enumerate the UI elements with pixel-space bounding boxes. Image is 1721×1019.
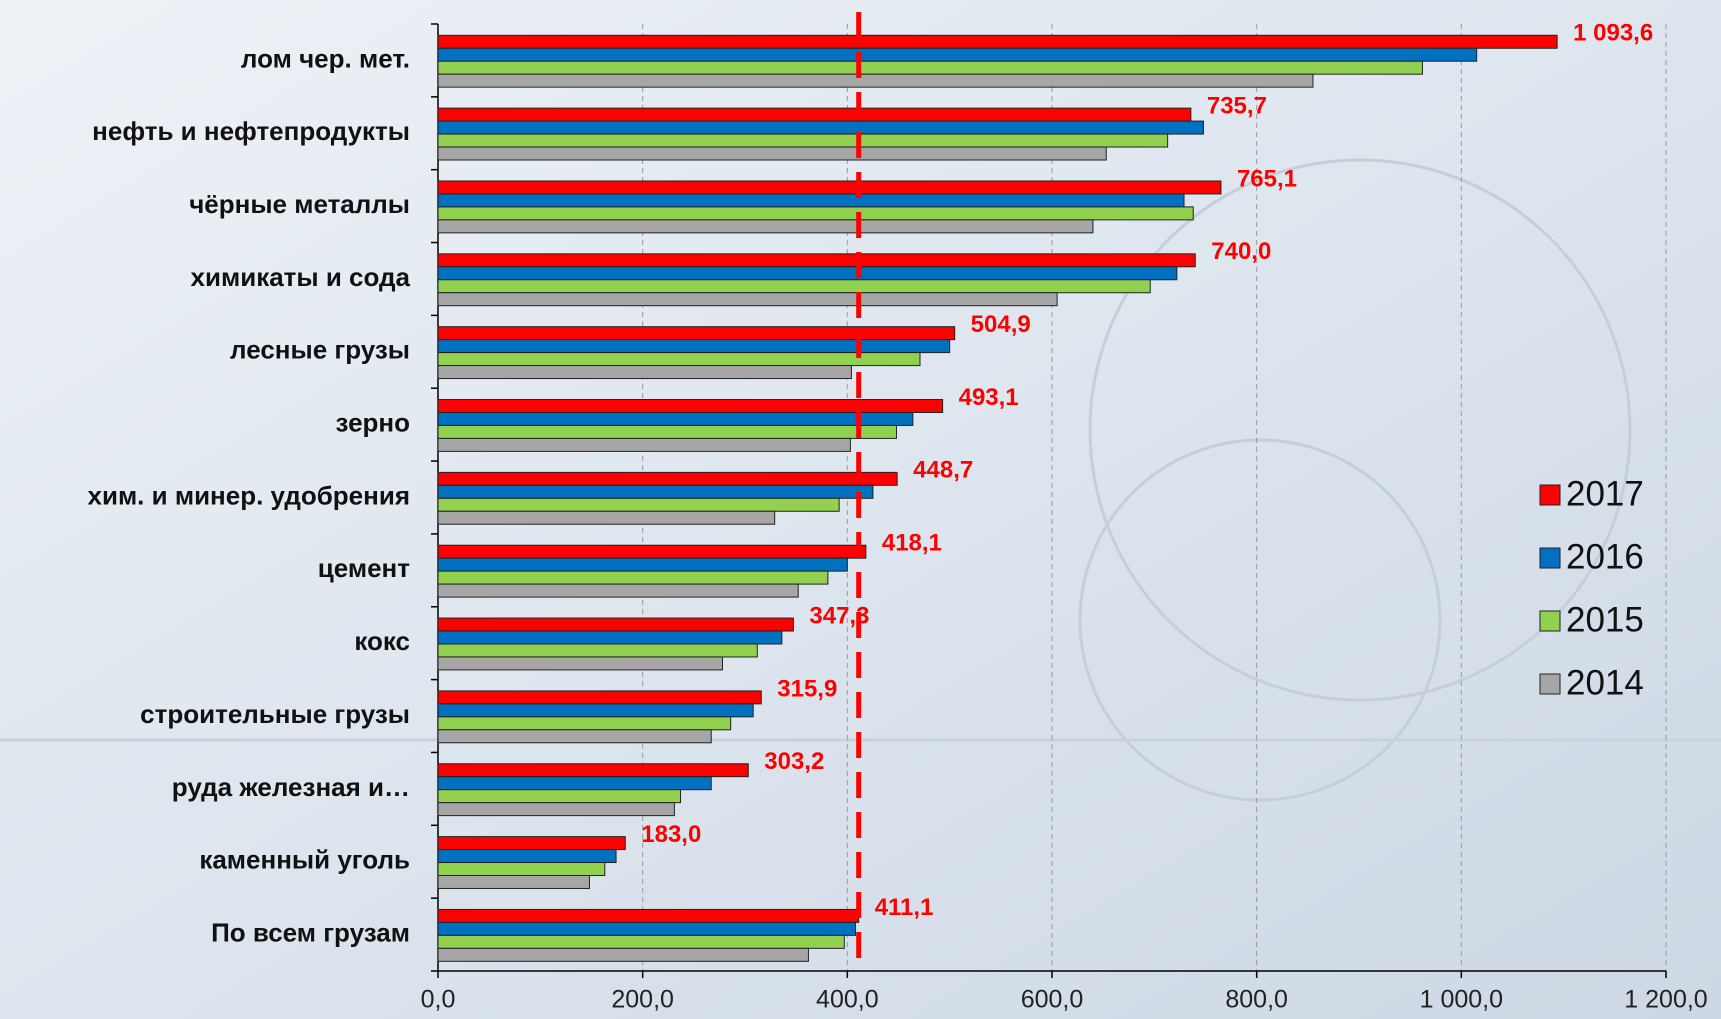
value-label: 1 093,6 <box>1573 20 1653 47</box>
value-label: 448,7 <box>913 457 973 484</box>
bar <box>437 133 1169 148</box>
bar <box>437 107 1192 122</box>
bar <box>437 544 867 559</box>
bar <box>437 47 1478 62</box>
bar <box>437 60 1423 75</box>
y-tick-label: строительные грузы <box>140 699 410 729</box>
bar <box>437 690 762 705</box>
bar <box>437 656 723 671</box>
legend-label: 2014 <box>1566 663 1644 702</box>
value-label: 303,2 <box>764 748 824 775</box>
background-decor <box>1088 158 1632 702</box>
bar <box>437 411 914 426</box>
bar <box>437 266 1178 281</box>
bar <box>437 180 1222 195</box>
bar <box>437 789 682 804</box>
bar <box>437 557 848 572</box>
y-tick-label: цемент <box>318 553 410 583</box>
bar <box>437 206 1194 221</box>
bar <box>437 352 921 367</box>
x-tick-label: 600,0 <box>1021 986 1084 1014</box>
bar <box>437 729 712 744</box>
value-label: 740,0 <box>1211 238 1271 265</box>
bar <box>437 510 776 525</box>
bar <box>437 120 1204 135</box>
bar <box>437 497 840 512</box>
bar <box>437 193 1185 208</box>
bar <box>437 921 857 936</box>
y-tick-label: чёрные металлы <box>189 189 410 219</box>
value-label: 411,1 <box>875 894 934 921</box>
x-tick-label: 1 000,0 <box>1420 986 1503 1014</box>
value-label: 765,1 <box>1237 165 1297 192</box>
bar <box>437 437 851 452</box>
legend-swatch <box>1539 673 1561 695</box>
value-label: 735,7 <box>1207 92 1267 119</box>
bar <box>437 471 898 486</box>
x-tick-label: 1 200,0 <box>1624 986 1707 1014</box>
bar <box>437 279 1151 294</box>
x-tick-label: 200,0 <box>611 986 674 1014</box>
y-tick-label: зерно <box>335 408 410 438</box>
value-label: 315,9 <box>777 675 837 702</box>
bar <box>437 484 874 499</box>
value-label: 493,1 <box>959 384 1019 411</box>
bar <box>437 365 852 380</box>
y-tick-label: химикаты и сода <box>191 262 411 292</box>
bar <box>437 583 799 598</box>
x-tick-label: 400,0 <box>816 986 879 1014</box>
bar <box>437 326 956 341</box>
value-label: 183,0 <box>641 821 701 848</box>
bar <box>437 424 897 439</box>
legend-swatch <box>1539 610 1561 632</box>
bar <box>437 776 712 791</box>
bar <box>437 253 1196 268</box>
y-tick-label: лесные грузы <box>230 335 410 365</box>
y-tick-label: лом чер. мет. <box>241 43 410 73</box>
bar <box>437 908 860 923</box>
legend-label: 2016 <box>1566 537 1644 576</box>
bar <box>437 570 829 585</box>
bar <box>437 292 1058 307</box>
x-tick-label: 0,0 <box>421 986 456 1014</box>
bar <box>437 836 626 851</box>
bar <box>437 643 758 658</box>
bar <box>437 934 845 949</box>
bar <box>437 703 754 718</box>
y-tick-label: По всем грузам <box>211 917 410 947</box>
bar <box>437 146 1107 161</box>
bar <box>437 34 1558 49</box>
legend-swatch <box>1539 484 1561 506</box>
legend-swatch <box>1539 547 1561 569</box>
bar <box>437 947 809 962</box>
bar <box>437 874 590 889</box>
bar <box>437 849 617 864</box>
bar <box>437 399 944 413</box>
y-tick-label: нефть и нефтепродукты <box>92 116 410 146</box>
value-label: 418,1 <box>882 530 942 557</box>
y-tick-label: хим. и минер. удобрения <box>88 480 411 510</box>
bar <box>437 862 606 876</box>
bar <box>437 716 732 731</box>
x-tick-label: 800,0 <box>1225 986 1288 1014</box>
legend-label: 2017 <box>1566 474 1644 513</box>
bar <box>437 339 951 354</box>
bar <box>437 617 794 632</box>
bar <box>437 763 749 778</box>
y-tick-label: руда железная и… <box>172 772 410 802</box>
y-tick-label: каменный уголь <box>199 845 410 875</box>
bar <box>437 630 783 645</box>
value-label: 504,9 <box>971 311 1031 338</box>
bar <box>437 73 1314 88</box>
bar <box>437 219 1094 234</box>
background-decor <box>1078 438 1442 802</box>
bar <box>437 802 675 817</box>
legend-label: 2015 <box>1566 600 1644 639</box>
y-tick-label: кокс <box>354 626 410 656</box>
